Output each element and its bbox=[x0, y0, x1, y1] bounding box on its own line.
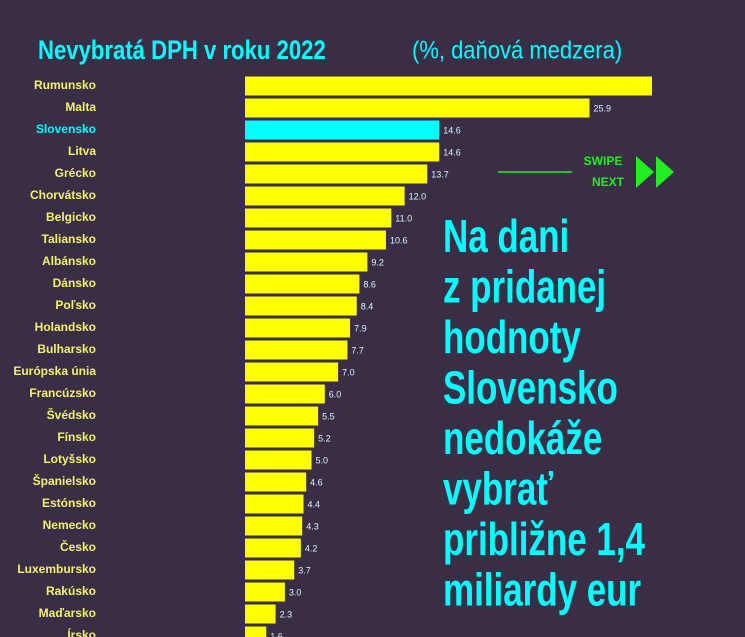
value-label: 6.0 bbox=[329, 389, 342, 399]
bar bbox=[245, 428, 315, 448]
bar bbox=[245, 516, 303, 536]
value-label: 8.4 bbox=[361, 301, 374, 311]
y-tick-label: Belgicko bbox=[46, 210, 96, 224]
bar bbox=[245, 296, 357, 316]
bar bbox=[245, 76, 652, 96]
y-tick-label: Taliansko bbox=[42, 232, 96, 246]
annotation-line: Slovensko bbox=[443, 362, 618, 414]
bar bbox=[245, 186, 405, 206]
bar bbox=[245, 626, 267, 637]
bar bbox=[245, 274, 360, 294]
chart-subtitle: (%, daňová medzera) bbox=[412, 36, 622, 64]
y-tick-label: Rumunsko bbox=[34, 78, 96, 92]
value-label: 9.2 bbox=[371, 257, 384, 267]
value-label: 7.0 bbox=[342, 367, 355, 377]
y-tick-label: Rakúsko bbox=[46, 584, 96, 598]
bar bbox=[245, 252, 368, 272]
annotation-line: vybrať bbox=[443, 463, 553, 515]
y-tick-label: Grécko bbox=[55, 166, 96, 180]
bar bbox=[245, 384, 325, 404]
bar bbox=[245, 604, 276, 624]
bar bbox=[245, 582, 285, 602]
bar bbox=[245, 208, 392, 228]
bar bbox=[245, 120, 440, 140]
value-label: 4.6 bbox=[310, 477, 323, 487]
y-tick-label: Fínsko bbox=[57, 430, 96, 444]
y-tick-label: Estónsko bbox=[42, 496, 96, 510]
bar bbox=[245, 494, 304, 514]
value-label: 2.3 bbox=[280, 609, 293, 619]
bar bbox=[245, 318, 351, 338]
y-tick-label: Poľsko bbox=[55, 298, 96, 312]
annotation-line: hodnoty bbox=[443, 311, 581, 363]
value-label: 8.6 bbox=[363, 279, 376, 289]
value-label: 5.5 bbox=[322, 411, 335, 421]
bar bbox=[245, 538, 301, 558]
bar bbox=[245, 472, 307, 492]
annotation-line: Na dani bbox=[443, 210, 569, 262]
bar bbox=[245, 164, 428, 184]
value-label: 10.6 bbox=[390, 235, 408, 245]
y-tick-label: Slovensko bbox=[36, 122, 96, 136]
y-tick-label: Litva bbox=[68, 144, 96, 158]
value-label: 14.6 bbox=[443, 147, 461, 157]
value-label: 3.7 bbox=[298, 565, 311, 575]
value-label: 13.7 bbox=[431, 169, 449, 179]
value-label: 1.6 bbox=[270, 631, 283, 637]
y-tick-label: Holandsko bbox=[35, 320, 96, 334]
bar bbox=[245, 362, 339, 382]
y-tick-label: Francúzsko bbox=[29, 386, 96, 400]
y-tick-label: Albánsko bbox=[42, 254, 96, 268]
value-label: 14.6 bbox=[443, 125, 461, 135]
value-label: 5.0 bbox=[316, 455, 329, 465]
y-tick-label: Lotyšsko bbox=[43, 452, 96, 466]
value-label: 4.3 bbox=[306, 521, 319, 531]
bar bbox=[245, 340, 348, 360]
y-tick-label: Španielsko bbox=[33, 473, 96, 488]
bar bbox=[245, 406, 319, 426]
value-label: 7.7 bbox=[351, 345, 364, 355]
y-tick-label: Luxembursko bbox=[17, 562, 96, 576]
value-label: 5.2 bbox=[318, 433, 331, 443]
value-label: 25.9 bbox=[593, 103, 611, 113]
y-tick-label: Chorvátsko bbox=[30, 188, 96, 202]
bar bbox=[245, 450, 312, 470]
annotation-line: miliardy eur bbox=[443, 564, 641, 616]
y-tick-label: Maďarsko bbox=[39, 606, 96, 620]
annotation-line: približne 1,4 bbox=[443, 513, 645, 565]
value-label: 12.0 bbox=[409, 191, 427, 201]
y-tick-label: Európska únia bbox=[13, 364, 96, 378]
bar bbox=[245, 560, 295, 580]
y-tick-label: Česko bbox=[60, 539, 96, 554]
value-label: 4.2 bbox=[305, 543, 318, 553]
annotation-line: nedokáže bbox=[443, 412, 602, 464]
value-label: 3.0 bbox=[289, 587, 302, 597]
value-label: 11.0 bbox=[395, 213, 412, 223]
y-tick-label: Írsko bbox=[67, 627, 96, 637]
y-tick-label: Malta bbox=[65, 100, 96, 114]
bar bbox=[245, 230, 386, 250]
swipe[interactable]: SWIPE NEXT bbox=[498, 154, 674, 189]
annotation-line: z pridanej bbox=[443, 261, 606, 313]
swipe-arrows bbox=[636, 156, 674, 188]
y-tick-label: Švédsko bbox=[47, 407, 96, 422]
chart-title: Nevybratá DPH v roku 2022 bbox=[38, 36, 326, 66]
swipe-text: NEXT bbox=[592, 175, 625, 189]
y-tick-label: Nemecko bbox=[43, 518, 96, 532]
bar bbox=[245, 98, 590, 118]
value-label: 4.4 bbox=[308, 499, 321, 509]
bar bbox=[245, 142, 440, 162]
y-tick-label: Bulharsko bbox=[37, 342, 96, 356]
swipe-text: SWIPE bbox=[584, 154, 623, 168]
y-tick-label: Dánsko bbox=[53, 276, 96, 290]
value-label: 7.9 bbox=[354, 323, 367, 333]
